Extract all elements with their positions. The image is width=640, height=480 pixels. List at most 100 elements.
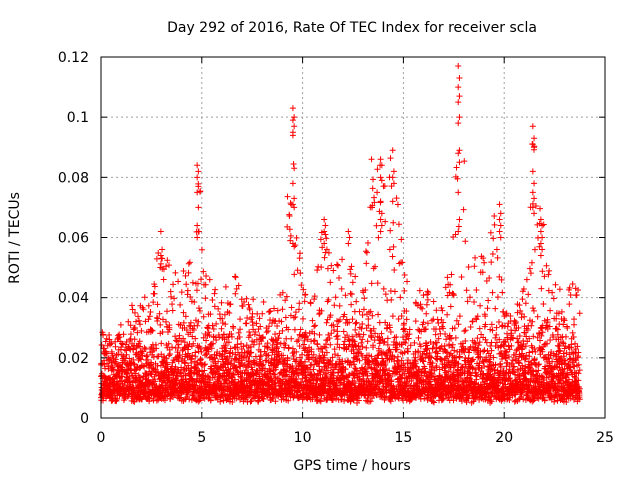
data-point bbox=[197, 188, 204, 195]
data-point bbox=[102, 338, 109, 345]
data-point bbox=[200, 268, 207, 275]
data-point bbox=[198, 348, 205, 355]
data-point bbox=[137, 395, 144, 402]
data-point bbox=[136, 374, 143, 381]
data-point bbox=[117, 363, 124, 370]
data-point bbox=[133, 350, 140, 357]
data-point bbox=[194, 367, 201, 374]
data-point bbox=[148, 361, 155, 368]
data-point bbox=[140, 306, 147, 313]
data-point bbox=[189, 333, 196, 340]
data-point bbox=[160, 266, 167, 273]
data-point bbox=[164, 257, 171, 264]
data-point bbox=[196, 357, 203, 364]
data-point bbox=[128, 302, 135, 309]
data-point bbox=[153, 255, 160, 262]
data-point bbox=[159, 316, 166, 323]
data-point bbox=[180, 267, 187, 274]
data-point bbox=[169, 307, 176, 314]
data-point bbox=[211, 303, 218, 310]
data-point bbox=[149, 327, 156, 334]
data-point bbox=[173, 337, 180, 344]
data-point bbox=[123, 370, 130, 377]
data-point bbox=[177, 394, 184, 401]
data-point bbox=[196, 307, 203, 314]
data-point bbox=[130, 398, 137, 405]
data-point bbox=[161, 397, 168, 404]
data-point bbox=[146, 313, 153, 320]
data-point bbox=[154, 318, 161, 325]
data-point bbox=[137, 321, 144, 328]
data-point bbox=[193, 287, 200, 294]
data-point bbox=[108, 340, 115, 347]
data-point bbox=[119, 373, 126, 380]
data-point bbox=[177, 321, 184, 328]
data-point bbox=[209, 322, 216, 329]
data-point bbox=[127, 322, 134, 329]
data-point bbox=[207, 311, 214, 318]
data-point bbox=[172, 269, 179, 276]
data-point bbox=[103, 335, 110, 342]
data-point bbox=[171, 295, 178, 302]
data-point bbox=[144, 352, 151, 359]
data-point bbox=[105, 363, 112, 370]
data-point bbox=[118, 340, 125, 347]
data-point bbox=[130, 346, 137, 353]
data-point bbox=[205, 348, 212, 355]
data-point bbox=[166, 352, 173, 359]
data-point bbox=[215, 358, 222, 365]
data-point bbox=[183, 327, 190, 334]
data-point bbox=[182, 360, 189, 367]
data-point bbox=[157, 321, 164, 328]
data-point bbox=[211, 290, 218, 297]
data-points bbox=[98, 63, 583, 406]
data-point bbox=[189, 279, 196, 286]
data-point bbox=[151, 290, 158, 297]
data-point bbox=[106, 336, 113, 343]
data-point bbox=[210, 325, 217, 332]
data-point bbox=[130, 356, 137, 363]
data-point bbox=[194, 322, 201, 329]
data-point bbox=[132, 325, 139, 332]
data-point bbox=[205, 329, 212, 336]
data-point bbox=[157, 260, 164, 267]
data-point bbox=[178, 289, 185, 296]
data-point bbox=[202, 295, 209, 302]
data-point bbox=[138, 356, 145, 363]
data-point bbox=[136, 338, 143, 345]
data-point bbox=[183, 281, 190, 288]
data-point bbox=[195, 318, 202, 325]
data-point bbox=[123, 351, 130, 358]
data-point bbox=[155, 250, 162, 257]
data-point bbox=[167, 350, 174, 357]
data-point bbox=[150, 299, 157, 306]
data-point bbox=[208, 345, 215, 352]
data-point bbox=[162, 263, 169, 270]
data-point bbox=[191, 298, 198, 305]
data-point bbox=[199, 246, 206, 253]
data-point bbox=[160, 276, 167, 283]
data-point bbox=[143, 353, 150, 360]
data-point bbox=[165, 340, 172, 347]
data-point bbox=[169, 344, 176, 351]
data-point bbox=[210, 340, 217, 347]
data-point bbox=[174, 372, 181, 379]
data-point bbox=[166, 262, 173, 269]
data-point bbox=[175, 344, 182, 351]
data-point bbox=[195, 305, 202, 312]
data-point bbox=[118, 373, 125, 380]
data-point bbox=[201, 361, 208, 368]
data-point bbox=[180, 335, 187, 342]
data-point bbox=[187, 319, 194, 326]
data-point bbox=[116, 333, 123, 340]
data-point bbox=[117, 321, 124, 328]
data-point bbox=[127, 331, 134, 338]
data-point bbox=[203, 337, 210, 344]
data-point bbox=[153, 345, 160, 352]
data-point bbox=[121, 346, 128, 353]
data-point bbox=[186, 259, 193, 266]
data-point bbox=[149, 364, 156, 371]
data-point bbox=[197, 276, 204, 283]
data-point bbox=[142, 318, 149, 325]
